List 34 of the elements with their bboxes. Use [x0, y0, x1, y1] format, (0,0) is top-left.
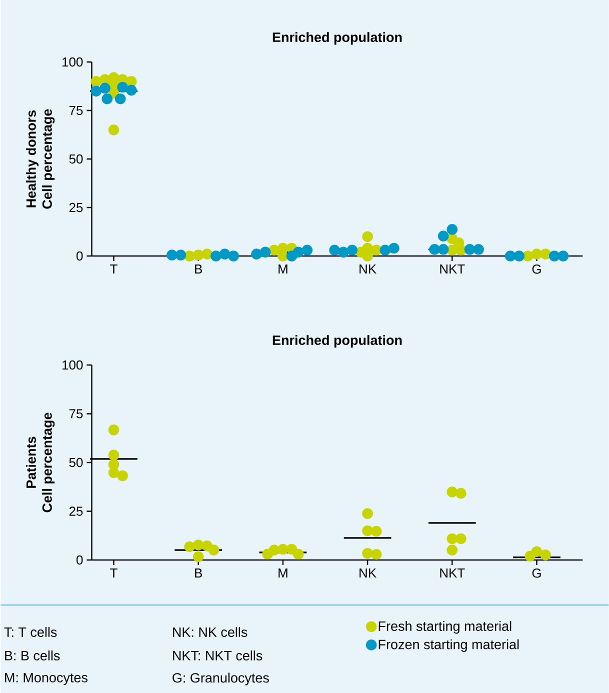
y-tick-label: 50	[69, 458, 82, 468]
x-tick-label: G	[532, 264, 541, 274]
x-tick-label: T	[110, 568, 118, 578]
legend-label: Frozen starting material	[378, 639, 518, 652]
y-tick-label: 0	[76, 251, 82, 261]
y-tick-label: 75	[69, 106, 82, 116]
text: M: Monocytes	[4, 672, 88, 686]
y-tick-label: 0	[76, 555, 82, 565]
x-tick-label: M	[278, 264, 288, 274]
x-tick-label: NKT	[440, 568, 465, 578]
y-axis-title: Patients Cell percentage	[26, 412, 54, 512]
y-axis-title: Healthy donors Cell percentage	[26, 109, 54, 209]
x-tick-label: NK	[359, 568, 376, 578]
y-tick-label: 50	[69, 154, 82, 164]
text: NKT: NKT cells	[172, 650, 262, 660]
y-tick-label: 25	[69, 202, 82, 212]
x-tick-label: NKT	[440, 264, 465, 274]
y-tick-label: 25	[69, 506, 82, 516]
text: T: T cells	[4, 627, 56, 637]
x-tick-label: G	[532, 568, 541, 578]
text: B: B cells	[4, 650, 60, 660]
x-tick-label: B	[194, 568, 202, 578]
y-tick-label: 100	[62, 360, 82, 370]
text: G: Granulocytes	[172, 672, 269, 686]
y-tick-label: 75	[69, 409, 82, 418]
chart-title: Enriched population	[272, 32, 402, 45]
x-tick-label: B	[194, 264, 202, 274]
x-tick-label: M	[278, 568, 288, 578]
chart-title: Enriched population	[272, 335, 402, 348]
legend-label: Fresh starting material	[378, 621, 511, 634]
y-tick-label: 100	[62, 57, 82, 67]
x-tick-label: NK	[359, 264, 376, 274]
x-tick-label: T	[110, 264, 118, 274]
text: NK: NK cells	[172, 627, 247, 637]
